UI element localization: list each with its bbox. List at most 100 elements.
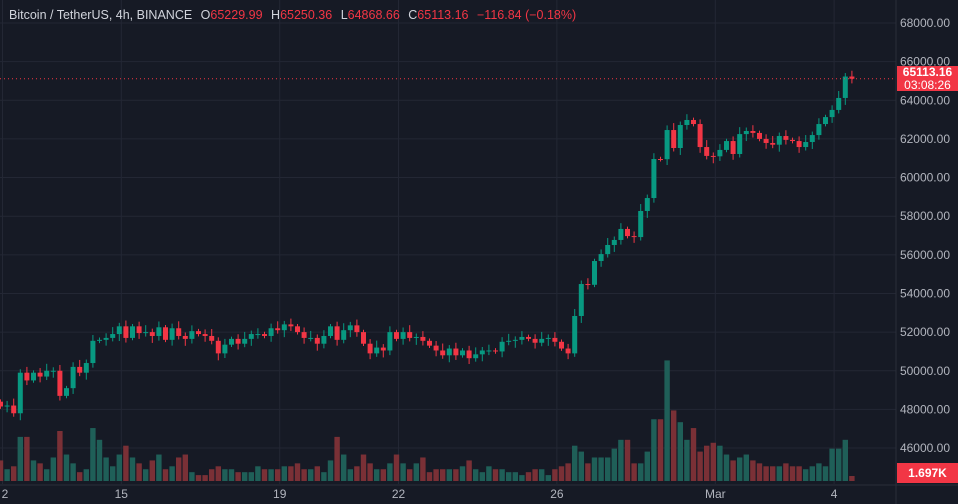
volume-bar — [684, 439, 690, 481]
candle-body — [539, 338, 545, 343]
candle-body — [486, 350, 492, 352]
volume-bar — [413, 463, 419, 481]
candle-body — [823, 117, 828, 125]
volume-bar — [11, 466, 17, 481]
close-value: 65113.16 — [417, 8, 469, 22]
volume-bar — [664, 360, 670, 481]
candle-body — [0, 401, 3, 407]
candle-body — [532, 338, 538, 343]
volume-bar — [420, 457, 426, 481]
candle-body — [11, 405, 17, 414]
volume-bar — [499, 469, 505, 481]
x-tick-label: 19 — [273, 487, 287, 501]
candle-body — [314, 337, 320, 344]
candle-body — [103, 337, 109, 340]
candle-body — [790, 139, 795, 142]
volume-bar — [651, 419, 657, 481]
volume-bar — [459, 466, 466, 481]
volume-bar — [136, 463, 142, 481]
volume-bar — [486, 466, 492, 481]
y-tick-label: 48000.00 — [900, 402, 950, 416]
x-tick-label: 4 — [831, 487, 838, 501]
volume-bar — [327, 460, 334, 481]
volume-bar — [24, 436, 30, 481]
candle-body — [460, 350, 465, 356]
volume-bar — [341, 454, 347, 481]
volume-bar — [242, 472, 248, 481]
volume-bar — [248, 472, 254, 481]
candle-body — [842, 76, 848, 98]
volume-bar — [228, 469, 235, 481]
candle-body — [677, 125, 683, 149]
candle-body — [545, 337, 551, 339]
volume-bar — [842, 439, 848, 481]
volume-bar — [492, 469, 499, 481]
volume-bar — [30, 460, 37, 481]
volume-bar — [836, 448, 842, 481]
candle-body — [367, 343, 373, 354]
volume-bar — [677, 422, 683, 481]
candle-body — [427, 340, 432, 346]
candle-body — [354, 325, 360, 333]
candle-body — [268, 328, 274, 336]
symbol-title[interactable]: Bitcoin / TetherUS, 4h, BINANCE — [9, 8, 193, 22]
candle-body — [347, 325, 353, 331]
volume-bar — [156, 454, 162, 481]
candle-body — [380, 347, 386, 351]
candle-body — [776, 136, 782, 145]
volume-bar — [783, 463, 789, 481]
volume-bar — [717, 445, 723, 481]
volume-bar — [116, 454, 122, 481]
candle-body — [526, 336, 531, 339]
candle-body — [110, 334, 116, 338]
y-tick-label: 52000.00 — [900, 325, 950, 339]
volume-bar — [697, 451, 703, 481]
volume-bar — [387, 463, 393, 481]
volume-bar — [63, 454, 70, 481]
candle-body — [578, 284, 584, 316]
candle-body — [57, 370, 63, 396]
volume-bar — [37, 463, 43, 481]
volume-bar — [261, 469, 268, 481]
volume-bar — [545, 475, 551, 481]
volume-bar — [440, 469, 446, 481]
candle-body — [684, 119, 690, 126]
candle-body — [737, 134, 743, 154]
y-tick-label: 68000.00 — [900, 16, 950, 30]
candle-body — [156, 327, 162, 336]
candle-body — [209, 335, 215, 341]
candle-body — [644, 198, 650, 211]
volume-bar — [816, 463, 822, 481]
high-label: H — [271, 8, 281, 22]
volume-bar — [605, 457, 611, 481]
candle-body — [64, 388, 69, 396]
candle-body — [836, 97, 842, 110]
volume-bar — [367, 463, 373, 481]
candle-body — [710, 155, 716, 157]
volume-bar — [756, 463, 763, 481]
volume-bar — [374, 469, 380, 481]
candle-body — [176, 328, 182, 336]
candle-body — [671, 130, 677, 149]
x-tick-label: 22 — [392, 487, 406, 501]
volume-bar — [17, 436, 23, 481]
volume-bar — [281, 466, 287, 481]
volume-bar — [539, 469, 545, 481]
last-price-value: 65113.16 — [902, 65, 953, 79]
volume-bar — [710, 442, 716, 481]
volume-bar — [565, 463, 571, 481]
candle-body — [605, 244, 611, 255]
volume-bar — [591, 457, 598, 481]
candle-body — [750, 130, 756, 133]
volume-bar — [849, 476, 855, 481]
candle-body — [262, 334, 267, 336]
candle-body — [248, 334, 254, 339]
x-tick-label: 15 — [115, 487, 129, 501]
candle-body — [136, 326, 142, 334]
candle-body — [559, 341, 564, 349]
volume-bar — [176, 457, 182, 481]
x-tick-label: 2 — [2, 487, 9, 501]
candle-body — [281, 324, 287, 331]
candle-body — [255, 334, 261, 336]
